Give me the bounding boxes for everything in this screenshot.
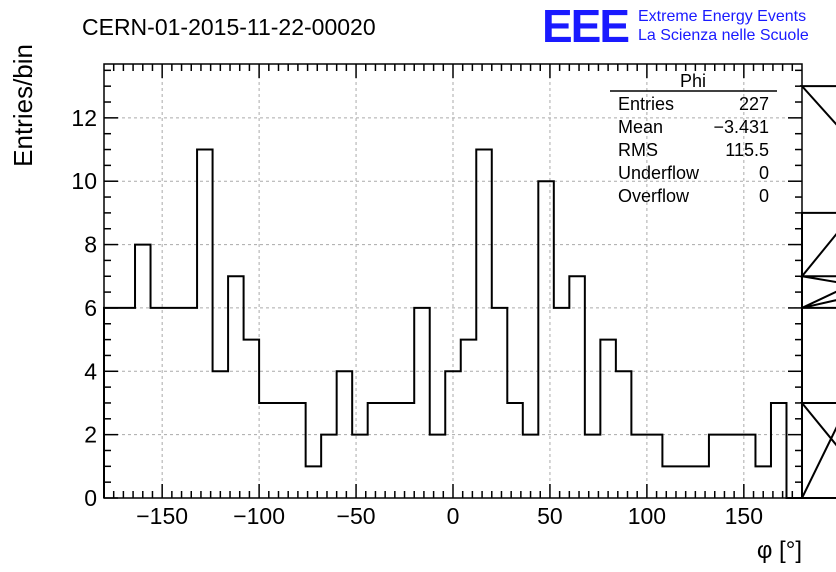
y-tick-labels: 0 2 4 6 8 10 12 (71, 105, 97, 511)
y-axis-label: Entries/bin (8, 44, 38, 167)
stats-row-label: RMS (618, 140, 658, 160)
x-axis-label: φ [°] (757, 537, 802, 564)
y-tick-label: 8 (84, 232, 97, 258)
x-tick-label: 150 (725, 503, 763, 529)
x-tick-label: 50 (537, 503, 563, 529)
y-tick-label: 6 (84, 295, 97, 321)
stats-row-label: Underflow (618, 163, 700, 183)
stats-row-label: Overflow (618, 186, 690, 206)
stats-rows: Entries 227 Mean −3.431 RMS 115.5 Underflow 0 Ov… (618, 94, 769, 206)
y-tick-label: 12 (71, 105, 97, 131)
stats-row-value: −3.431 (713, 117, 769, 137)
chart-title: CERN-01-2015-11-22-00020 (82, 14, 376, 40)
x-tick-label: 100 (628, 503, 666, 529)
axis-ticks (104, 64, 802, 499)
x-tick-label: 0 (447, 503, 460, 529)
grid-lines (104, 64, 802, 498)
eee-logo-line1: Extreme Energy Events (638, 8, 806, 25)
stats-row-value: 0 (759, 186, 769, 206)
histogram-outline (103, 85, 836, 499)
x-tick-label: −50 (337, 503, 376, 529)
y-tick-label: 2 (84, 422, 97, 448)
stats-row-label: Entries (618, 94, 674, 114)
stats-row-label: Mean (618, 117, 663, 137)
stats-row-value: 0 (759, 163, 769, 183)
eee-logo-line2: La Scienza nelle Scuole (638, 27, 809, 44)
x-tick-label: −150 (136, 503, 188, 529)
stats-box: Phi Entries 227 Mean −3.431 RMS 115.5 Underflo… (610, 71, 777, 206)
eee-logo: EEE Extreme Energy Events La Scienza nel… (542, 0, 809, 52)
stats-row-value: 227 (739, 94, 769, 114)
stats-name: Phi (680, 71, 706, 91)
x-tick-label: −100 (233, 503, 285, 529)
y-tick-label: 10 (71, 168, 97, 194)
y-tick-label: 4 (84, 358, 97, 384)
eee-logo-mark: EEE (542, 0, 628, 52)
stats-row-value: 115.5 (725, 140, 769, 160)
x-tick-labels: −150 −100 −50 0 50 100 150 (136, 503, 763, 529)
y-tick-label: 0 (84, 485, 97, 511)
